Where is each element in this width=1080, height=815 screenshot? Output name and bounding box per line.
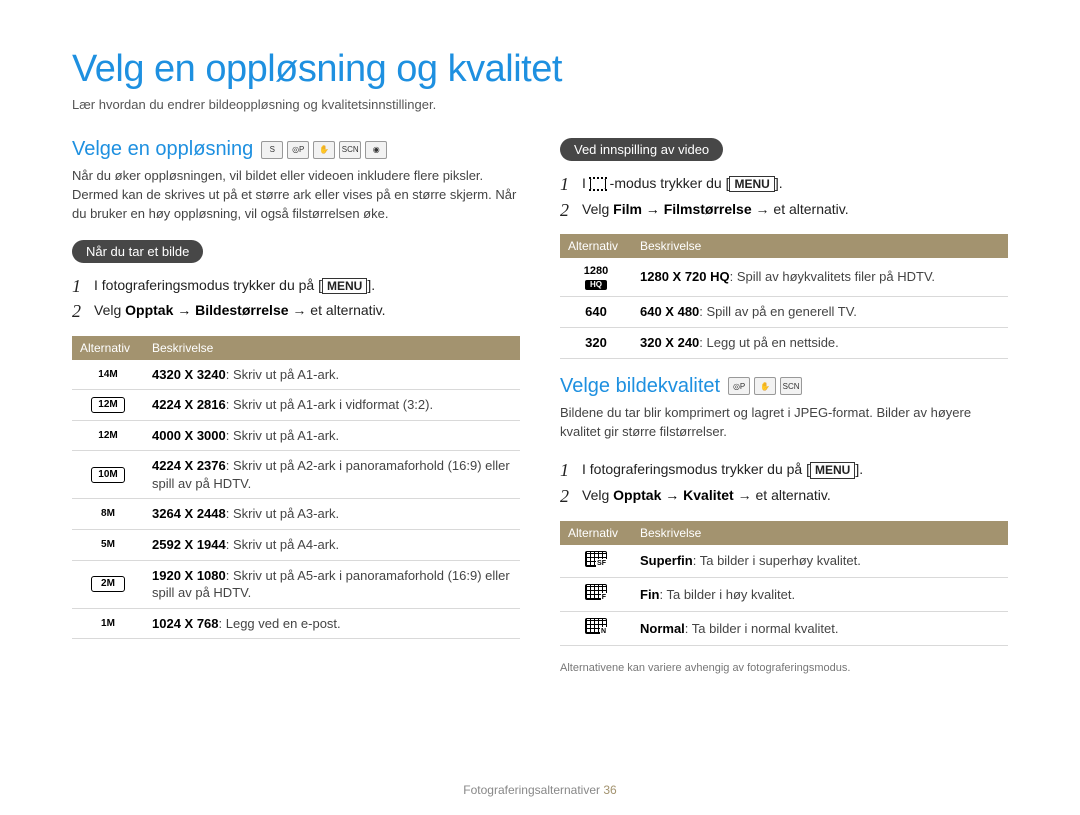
section-title: Velge en oppløsning	[72, 138, 253, 161]
vstep-1: I -modus trykker du [MENU].	[560, 171, 1008, 197]
video-res-icon: 1280HQ	[568, 265, 624, 290]
video-steps: I -modus trykker du [MENU]. Velg Film → …	[560, 171, 1008, 222]
resolution-desc: 4320 X 3240: Skriv ut på A1-ark.	[144, 360, 520, 390]
section-title: Velge bildekvalitet	[560, 375, 720, 398]
resolution-icon: 14M	[91, 366, 125, 382]
table-row: 640 640 X 480: Spill av på en generell TV…	[560, 297, 1008, 328]
dual-icon: ✋	[754, 377, 776, 395]
menu-key: MENU	[322, 278, 367, 294]
section-resolution: Velge en oppløsning S ◎P ✋ SCN ◉	[72, 138, 520, 161]
quality-icon	[585, 618, 607, 634]
step-1: I fotograferingsmodus trykker du på [MEN…	[72, 273, 520, 299]
program-icon: ◎P	[728, 377, 750, 395]
resolution-desc: 4224 X 2816: Skriv ut på A1-ark i vidfor…	[144, 390, 520, 421]
movie-mode-icon	[590, 178, 606, 190]
pill-photo: Når du tar et bilde	[72, 240, 203, 263]
table-row: 2M 1920 X 1080: Skriv ut på A5-ark i pano…	[72, 560, 520, 608]
table-row: Normal: Ta bilder i normal kvalitet.	[560, 612, 1008, 646]
pill-video: Ved innspilling av video	[560, 138, 723, 161]
table-row: Fin: Ta bilder i høy kvalitet.	[560, 578, 1008, 612]
th-alternativ: Alternativ	[560, 234, 632, 258]
table-row: 8M 3264 X 2448: Skriv ut på A3-ark.	[72, 499, 520, 530]
video-res-desc: 320 X 240: Legg ut på en nettside.	[632, 327, 1008, 358]
table-row: Superfin: Ta bilder i superhøy kvalitet.	[560, 545, 1008, 578]
th-alternativ: Alternativ	[72, 336, 144, 360]
smart-icon: S	[261, 141, 283, 159]
th-beskrivelse: Beskrivelse	[632, 521, 1008, 545]
mode-icons: ◎P ✋ SCN	[728, 377, 802, 395]
page-subtitle: Lær hvordan du endrer bildeoppløsning og…	[72, 97, 1008, 112]
quality-footnote: Alternativene kan variere avhengig av fo…	[560, 662, 1008, 674]
movie-icon: ◉	[365, 141, 387, 159]
page-footer: Fotograferingsalternativer 36	[0, 783, 1080, 797]
resolution-icon: 1M	[91, 615, 125, 631]
resolution-desc: 1920 X 1080: Skriv ut på A5-ark i panora…	[144, 560, 520, 608]
right-column: Ved innspilling av video I -modus trykke…	[560, 138, 1008, 674]
vstep-2: Velg Film → Filmstørrelse → et alternati…	[560, 197, 1008, 223]
photo-resolution-table: Alternativ Beskrivelse 14M 4320 X 3240: S…	[72, 336, 520, 639]
th-beskrivelse: Beskrivelse	[632, 234, 1008, 258]
resolution-icon: 12M	[91, 428, 125, 444]
quality-icon	[585, 551, 607, 567]
qstep-1: I fotograferingsmodus trykker du på [MEN…	[560, 457, 1008, 483]
table-row: 14M 4320 X 3240: Skriv ut på A1-ark.	[72, 360, 520, 390]
program-icon: ◎P	[287, 141, 309, 159]
left-column: Velge en oppløsning S ◎P ✋ SCN ◉ Når du …	[72, 138, 520, 674]
th-alternativ: Alternativ	[560, 521, 632, 545]
scene-icon: SCN	[339, 141, 361, 159]
resolution-icon: 10M	[91, 467, 125, 483]
video-resolution-table: Alternativ Beskrivelse 1280HQ 1280 X 720 …	[560, 234, 1008, 359]
resolution-intro: Når du øker oppløsningen, vil bildet ell…	[72, 167, 520, 224]
menu-key: MENU	[810, 462, 855, 478]
quality-steps: I fotograferingsmodus trykker du på [MEN…	[560, 457, 1008, 508]
video-res-icon: 640	[579, 303, 613, 321]
section-quality: Velge bildekvalitet ◎P ✋ SCN	[560, 375, 1008, 398]
photo-steps: I fotograferingsmodus trykker du på [MEN…	[72, 273, 520, 324]
video-res-icon: 320	[579, 334, 613, 352]
resolution-desc: 2592 X 1944: Skriv ut på A4-ark.	[144, 530, 520, 561]
quality-desc: Normal: Ta bilder i normal kvalitet.	[632, 612, 1008, 646]
table-row: 1M 1024 X 768: Legg ved en e-post.	[72, 608, 520, 639]
table-row: 1280HQ 1280 X 720 HQ: Spill av høykvalite…	[560, 258, 1008, 296]
quality-intro: Bildene du tar blir komprimert og lagret…	[560, 404, 1008, 442]
resolution-desc: 1024 X 768: Legg ved en e-post.	[144, 608, 520, 639]
table-row: 5M 2592 X 1944: Skriv ut på A4-ark.	[72, 530, 520, 561]
menu-key: MENU	[729, 176, 774, 192]
mode-icons: S ◎P ✋ SCN ◉	[261, 141, 387, 159]
resolution-desc: 4224 X 2376: Skriv ut på A2-ark i panora…	[144, 451, 520, 499]
table-row: 10M 4224 X 2376: Skriv ut på A2-ark i pan…	[72, 451, 520, 499]
dual-icon: ✋	[313, 141, 335, 159]
page-title: Velg en oppløsning og kvalitet	[72, 48, 1008, 91]
qstep-2: Velg Opptak → Kvalitet → et alternativ.	[560, 483, 1008, 509]
table-row: 320 320 X 240: Legg ut på en nettside.	[560, 327, 1008, 358]
th-beskrivelse: Beskrivelse	[144, 336, 520, 360]
resolution-desc: 3264 X 2448: Skriv ut på A3-ark.	[144, 499, 520, 530]
video-res-desc: 640 X 480: Spill av på en generell TV.	[632, 297, 1008, 328]
step-2: Velg Opptak → Bildestørrelse → et altern…	[72, 298, 520, 324]
resolution-icon: 5M	[91, 537, 125, 553]
scene-icon: SCN	[780, 377, 802, 395]
resolution-icon: 8M	[91, 506, 125, 522]
quality-table: Alternativ Beskrivelse Superfin: Ta bild…	[560, 521, 1008, 647]
table-row: 12M 4224 X 2816: Skriv ut på A1-ark i vid…	[72, 390, 520, 421]
quality-icon	[585, 584, 607, 600]
table-row: 12M 4000 X 3000: Skriv ut på A1-ark.	[72, 420, 520, 451]
quality-desc: Fin: Ta bilder i høy kvalitet.	[632, 578, 1008, 612]
video-res-desc: 1280 X 720 HQ: Spill av høykvalitets fil…	[632, 258, 1008, 296]
resolution-icon: 2M	[91, 576, 125, 592]
quality-desc: Superfin: Ta bilder i superhøy kvalitet.	[632, 545, 1008, 578]
resolution-desc: 4000 X 3000: Skriv ut på A1-ark.	[144, 420, 520, 451]
resolution-icon: 12M	[91, 397, 125, 413]
